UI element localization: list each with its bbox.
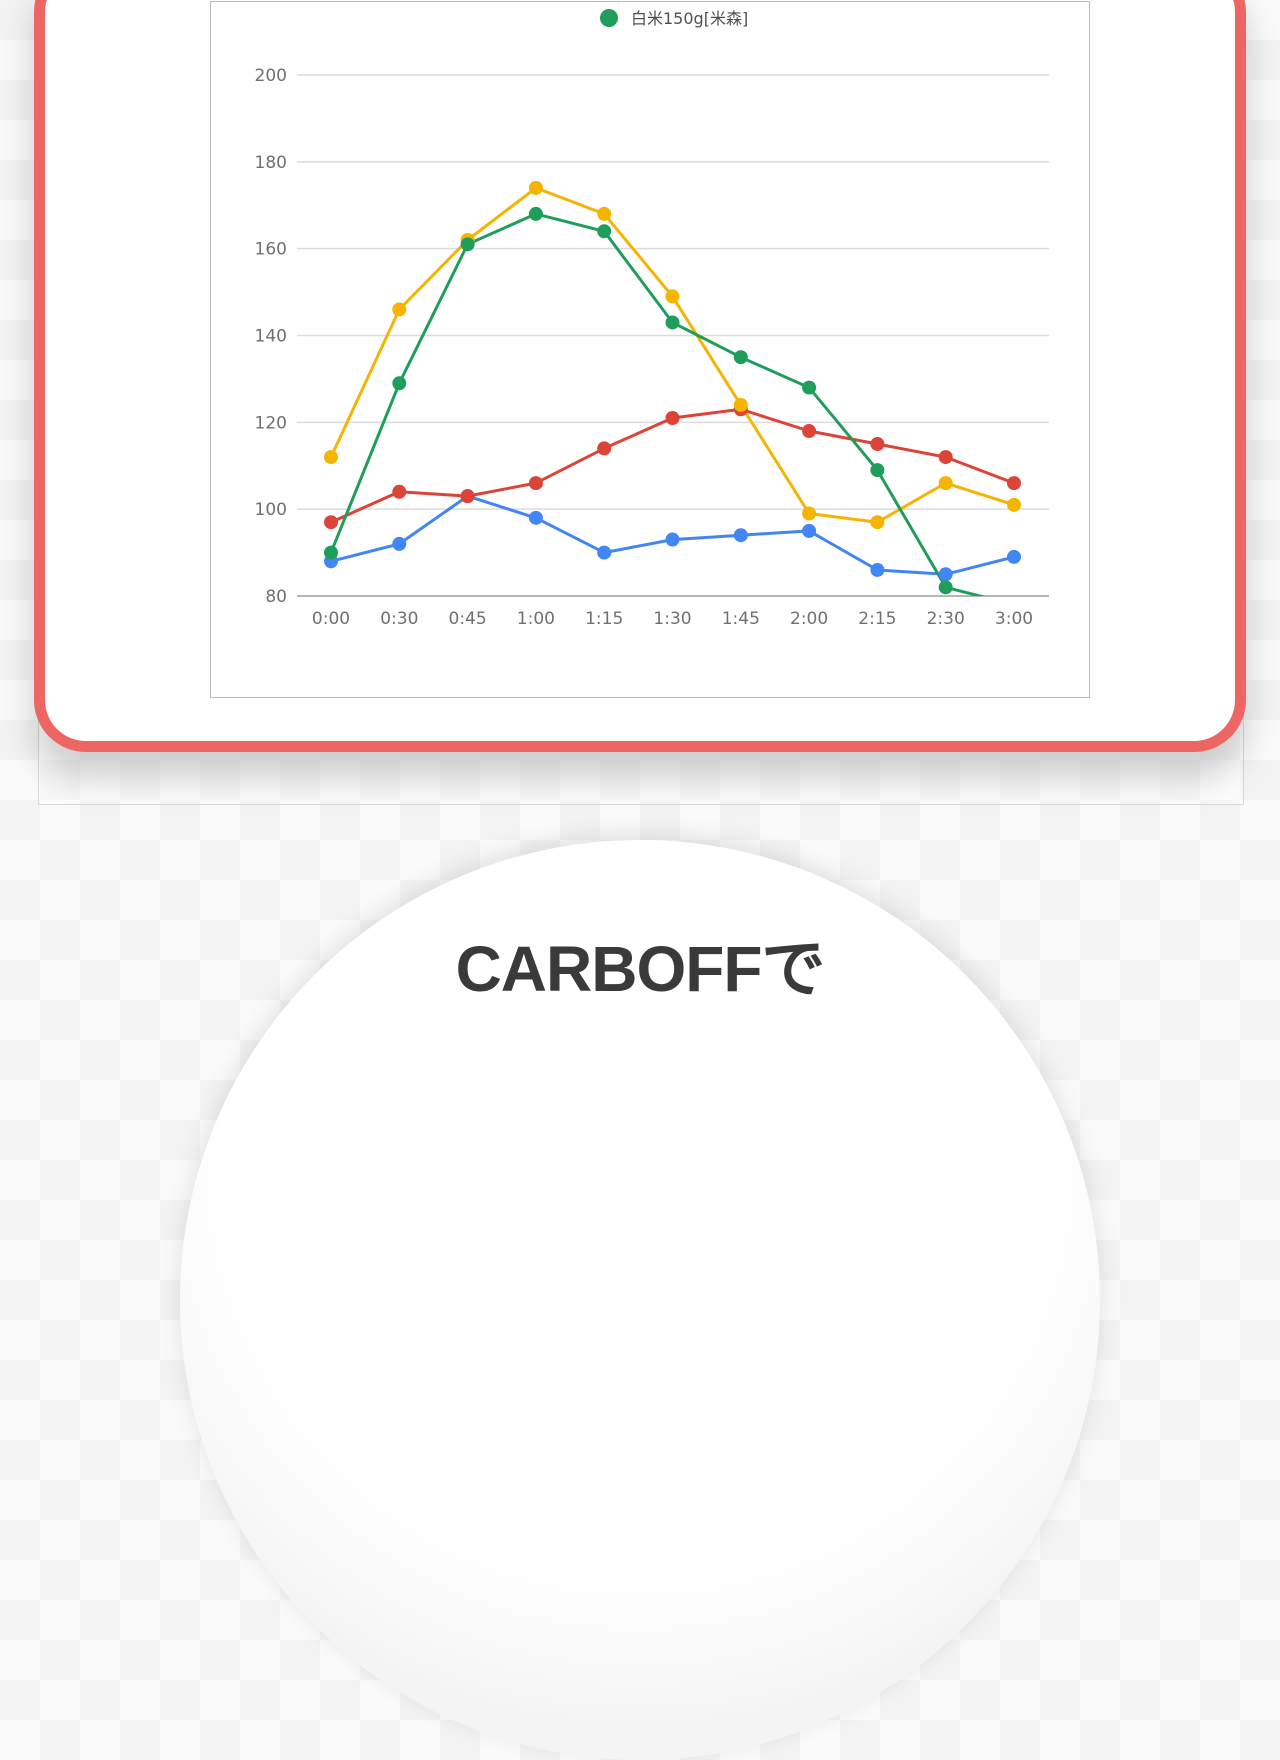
x-tick-label: 2:15 [858, 609, 896, 629]
line-chart: 白米150g[米森] 80 100 120 140 160 180 200 0:00 0:30… [255, 9, 1049, 629]
y-tick-label: 80 [265, 587, 287, 607]
data-point [1007, 497, 1021, 512]
data-point [802, 424, 817, 439]
data-point [528, 180, 543, 195]
data-point [528, 206, 543, 221]
y-tick-label: 200 [255, 66, 287, 86]
data-point [597, 441, 612, 456]
x-tick-label: 0:45 [449, 609, 487, 629]
legend-label-rice: 白米150g[米森] [631, 9, 748, 28]
data-point [392, 536, 407, 551]
data-point [733, 528, 748, 543]
data-point [392, 484, 407, 499]
data-point [938, 450, 953, 465]
data-point [665, 532, 680, 547]
data-point [597, 206, 612, 221]
data-point [665, 289, 680, 304]
x-tick-label: 1:15 [585, 609, 623, 629]
data-point [1007, 549, 1021, 564]
legend: 白米150g[米森] [600, 9, 748, 28]
data-point [733, 350, 748, 365]
data-point [802, 523, 817, 538]
data-point [392, 302, 407, 317]
y-tick-label: 180 [255, 153, 287, 173]
data-point [938, 476, 953, 491]
data-point [870, 515, 885, 530]
x-tick-label: 1:30 [653, 609, 691, 629]
series-line-2 [329, 186, 1015, 524]
data-point [802, 380, 817, 395]
legend-marker [600, 9, 618, 27]
data-point [870, 562, 885, 577]
headline: CARBOFFで [455, 933, 826, 1005]
x-tick-label: 0:30 [380, 609, 418, 629]
series-line-1 [330, 407, 1015, 524]
data-point [802, 506, 817, 521]
data-point [528, 476, 543, 491]
data-point [392, 376, 407, 391]
data-point [733, 397, 748, 412]
x-tick-label: 1:00 [517, 609, 555, 629]
x-tick-label: 2:30 [927, 609, 965, 629]
x-tick-label: 2:00 [790, 609, 828, 629]
data-point [597, 545, 612, 560]
data-point [938, 580, 953, 595]
x-tick-label: 3:00 [995, 609, 1033, 629]
chart-card: 白米150g[米森] 80 100 120 140 160 180 200 0:00 0:30… [34, 0, 1246, 752]
data-point [1007, 476, 1021, 491]
data-point [665, 410, 680, 425]
chart-frame: 白米150g[米森] 80 100 120 140 160 180 200 0:00 0:30… [210, 1, 1090, 698]
data-point [460, 237, 475, 252]
x-tick-label: 0:00 [312, 609, 350, 629]
data-point [324, 545, 338, 560]
data-point [870, 437, 885, 452]
data-point [938, 567, 953, 582]
y-tick-label: 120 [255, 413, 287, 433]
data-point [460, 489, 475, 504]
data-point [665, 315, 680, 330]
data-point [597, 224, 612, 239]
x-tick-label: 1:45 [722, 609, 760, 629]
y-tick-label: 140 [255, 327, 287, 347]
y-tick-label: 160 [255, 240, 287, 260]
data-point [324, 515, 338, 530]
y-tick-label: 100 [255, 500, 287, 520]
data-point [870, 463, 885, 478]
data-point [324, 450, 338, 465]
data-point [528, 510, 543, 525]
